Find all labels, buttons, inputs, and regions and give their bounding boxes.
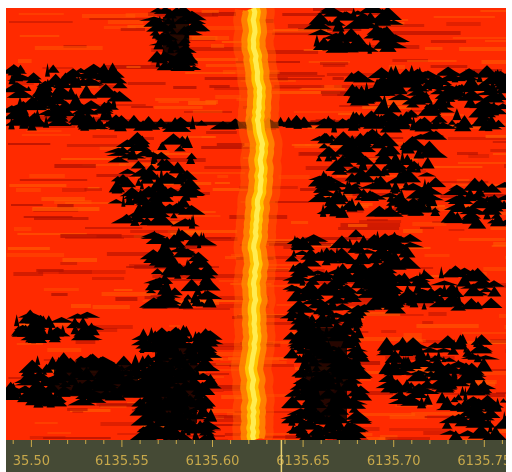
no-signal-regions [6, 8, 506, 440]
tick-label-1: 6135.55 [95, 454, 149, 469]
waterfall-spectrogram[interactable] [6, 8, 506, 440]
frequency-scale[interactable]: 35.50 6135.55 6135.60 6135.65 6135.70 6135.75 [6, 440, 506, 472]
tick-label-2: 6135.60 [186, 454, 240, 469]
frequency-axis[interactable]: 35.50 6135.55 6135.60 6135.65 6135.70 6135.75 [6, 440, 506, 472]
axis-ticks [12, 440, 503, 447]
carrier-signal [230, 8, 283, 440]
axis-background [6, 440, 506, 472]
tick-label-4: 6135.70 [367, 454, 421, 469]
tick-label-5: 6135.75 [457, 454, 506, 469]
tick-label-0: 35.50 [13, 454, 50, 469]
waterfall-display[interactable] [6, 8, 506, 440]
tick-label-3: 6135.65 [276, 454, 330, 469]
